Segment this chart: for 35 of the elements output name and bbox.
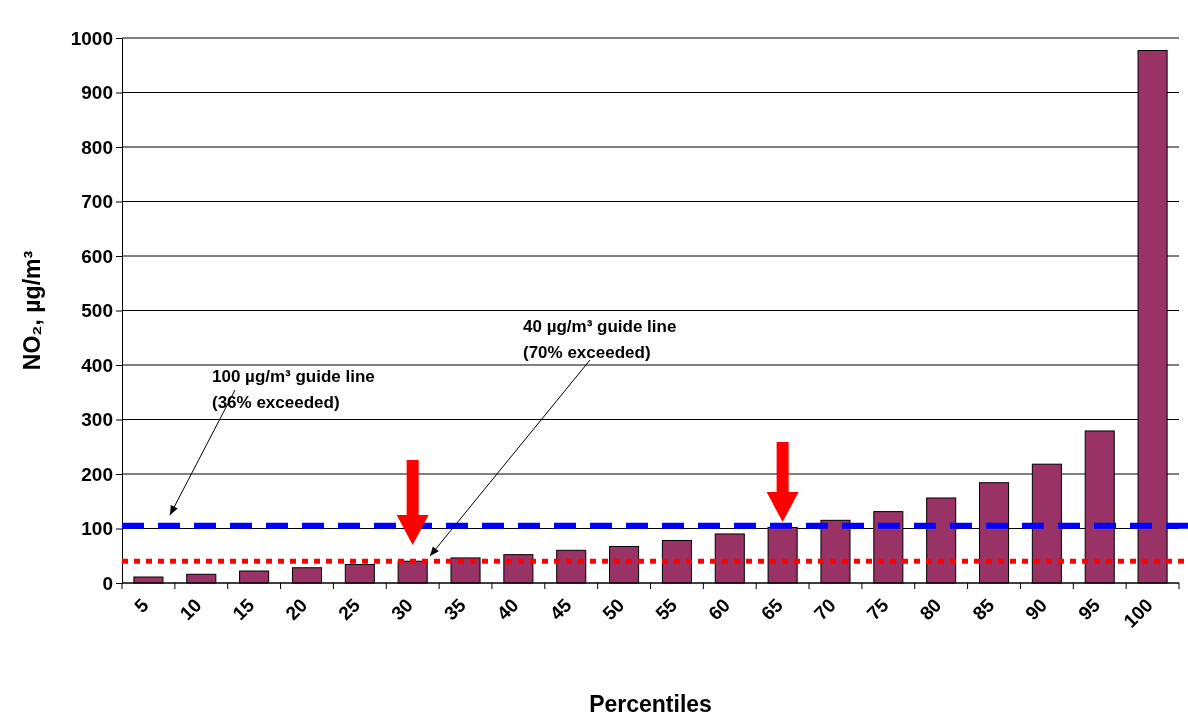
x-tick-label: 55 — [651, 594, 682, 625]
x-tick-label: 95 — [1074, 594, 1105, 625]
annotation: 40 µg/m³ guide line (70% exceeded) — [523, 317, 677, 363]
x-tick-label: 15 — [228, 594, 259, 625]
x-tick-label: 70 — [809, 594, 840, 625]
x-tick-label: 50 — [598, 594, 629, 625]
y-tick-label: 0 — [102, 572, 113, 594]
y-tick-label: 200 — [81, 463, 113, 485]
x-tick-label: 100 — [1119, 594, 1157, 632]
x-tick-label: 25 — [334, 594, 365, 625]
y-tick-label: 1000 — [70, 27, 113, 49]
x-tick-label: 5 — [130, 594, 153, 617]
x-tick-label: 85 — [968, 594, 999, 625]
y-tick-label: 800 — [81, 136, 113, 158]
x-tick-label: 40 — [492, 594, 523, 625]
x-axis-title: Percentiles — [589, 691, 712, 717]
y-tick-label: 900 — [81, 82, 113, 104]
x-tick-label: 75 — [862, 594, 893, 625]
x-tick-label: 20 — [281, 594, 312, 625]
x-tick-label: 35 — [439, 594, 471, 625]
y-tick-label: 300 — [81, 409, 113, 431]
x-tick-label: 65 — [757, 594, 788, 625]
y-tick-label: 500 — [81, 300, 113, 322]
y-axis-title: NO₂, µg/m³ — [19, 250, 45, 371]
y-tick-label: 700 — [81, 191, 113, 213]
y-tick-label: 100 — [81, 518, 113, 540]
y-tick-label: 400 — [81, 354, 113, 376]
x-tick-label: 30 — [387, 594, 417, 625]
x-tick-label: 90 — [1021, 594, 1052, 625]
x-tick-label: 60 — [704, 594, 735, 625]
x-tick-label: 10 — [175, 594, 206, 625]
y-tick-label: 600 — [81, 245, 113, 267]
annotation: 100 µg/m³ guide line (36% exceeded) — [212, 367, 375, 413]
x-tick-label: 80 — [915, 594, 946, 625]
x-tick-label: 45 — [545, 594, 576, 625]
